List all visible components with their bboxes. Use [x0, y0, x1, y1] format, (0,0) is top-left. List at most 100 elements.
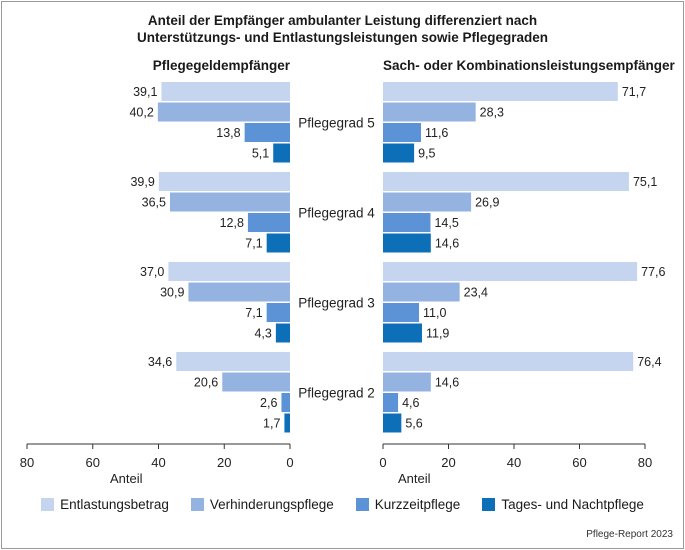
x-tick-label-right-60: 60 — [572, 455, 586, 470]
data-label-left-pflegegrad-2-tages-und-nachtpflege: 1,7 — [263, 417, 280, 431]
bar-left-pflegegrad-5-verhinderungspflege — [157, 102, 290, 122]
x-tick-label-right-20: 20 — [441, 455, 455, 470]
legend-item-kurzzeitpflege: Kurzzeitpflege — [355, 497, 461, 512]
data-label-left-pflegegrad-4-entlastungsbetrag: 39,9 — [130, 175, 154, 189]
bar-left-pflegegrad-4-verhinderungspflege — [170, 192, 290, 212]
bar-right-pflegegrad-4-tages-und-nachtpflege — [383, 233, 431, 253]
data-label-right-pflegegrad-2-tages-und-nachtpflege: 5,6 — [405, 417, 422, 431]
data-label-left-pflegegrad-3-entlastungsbetrag: 37,0 — [140, 265, 164, 279]
data-label-left-pflegegrad-3-kurzzeitpflege: 7,1 — [245, 306, 262, 320]
bar-right-pflegegrad-3-entlastungsbetrag — [383, 262, 638, 281]
data-label-left-pflegegrad-5-kurzzeitpflege: 13,8 — [216, 126, 240, 140]
legend-item-verhinderungspflege: Verhinderungspflege — [190, 497, 334, 512]
bar-left-pflegegrad-2-entlastungsbetrag — [176, 352, 290, 371]
data-label-left-pflegegrad-2-verhinderungspflege: 20,6 — [194, 376, 218, 390]
x-axis-title-left: Anteil — [110, 471, 143, 486]
data-label-right-pflegegrad-5-kurzzeitpflege: 11,6 — [425, 126, 448, 140]
bar-left-pflegegrad-2-kurzzeitpflege — [281, 393, 290, 412]
legend-label-kurzzeitpflege: Kurzzeitpflege — [374, 497, 461, 512]
legend-label-verhinderungspflege: Verhinderungspflege — [209, 497, 334, 512]
legend-swatch-tages-und-nachtpflege — [482, 498, 496, 511]
legend: Entlastungsbetrag Verhinderungspflege Ku… — [0, 497, 685, 512]
category-label-pflegegrad-3: Pflegegrad 3 — [298, 295, 375, 310]
bar-left-pflegegrad-5-tages-und-nachtpflege — [273, 143, 290, 163]
x-tick-label-right-80: 80 — [638, 455, 652, 470]
legend-swatch-kurzzeitpflege — [355, 498, 369, 511]
bar-left-pflegegrad-5-entlastungsbetrag — [161, 82, 290, 101]
data-label-right-pflegegrad-5-verhinderungspflege: 28,3 — [480, 106, 504, 120]
legend-label-tages-und-nachtpflege: Tages- und Nachtpflege — [501, 497, 644, 512]
left-panel-title: Pflegegeldempfänger — [152, 58, 290, 73]
x-tick-label-right-0: 0 — [379, 455, 386, 470]
data-label-left-pflegegrad-3-tages-und-nachtpflege: 4,3 — [254, 327, 271, 341]
data-label-right-pflegegrad-4-verhinderungspflege: 26,9 — [475, 196, 499, 210]
data-label-right-pflegegrad-2-kurzzeitpflege: 4,6 — [402, 396, 419, 410]
bar-right-pflegegrad-4-verhinderungspflege — [383, 192, 472, 212]
x-tick-label-left-0: 0 — [286, 455, 293, 470]
right-panel-title: Sach- oder Kombinationsleistungsempfänge… — [383, 58, 675, 73]
category-label-pflegegrad-4: Pflegegrad 4 — [298, 205, 375, 220]
x-tick-label-left-60: 60 — [86, 455, 100, 470]
data-label-right-pflegegrad-3-tages-und-nachtpflege: 11,9 — [426, 327, 449, 341]
data-label-left-pflegegrad-4-verhinderungspflege: 36,5 — [142, 196, 166, 210]
bar-right-pflegegrad-3-verhinderungspflege — [383, 282, 460, 302]
chart-title-line-2: Unterstützungs- und Entlastungsleistunge… — [136, 30, 549, 45]
legend-swatch-verhinderungspflege — [190, 498, 204, 511]
data-label-left-pflegegrad-3-verhinderungspflege: 30,9 — [160, 286, 184, 300]
source-note: Pflege-Report 2023 — [586, 529, 673, 540]
bar-left-pflegegrad-3-verhinderungspflege — [188, 282, 290, 302]
bar-left-pflegegrad-3-kurzzeitpflege — [266, 303, 290, 322]
category-label-pflegegrad-2: Pflegegrad 2 — [298, 385, 375, 400]
data-label-left-pflegegrad-2-entlastungsbetrag: 34,6 — [148, 355, 172, 369]
data-label-right-pflegegrad-4-tages-und-nachtpflege: 14,6 — [435, 237, 459, 251]
bar-right-pflegegrad-4-kurzzeitpflege — [383, 213, 431, 232]
category-label-pflegegrad-5: Pflegegrad 5 — [298, 115, 375, 130]
data-label-right-pflegegrad-3-kurzzeitpflege: 11,0 — [423, 306, 446, 320]
x-axis-title-right: Anteil — [398, 471, 431, 486]
bar-left-pflegegrad-3-tages-und-nachtpflege — [275, 323, 290, 343]
data-label-left-pflegegrad-5-entlastungsbetrag: 39,1 — [133, 85, 157, 99]
bar-right-pflegegrad-4-entlastungsbetrag — [383, 172, 629, 191]
x-tick-label-right-40: 40 — [507, 455, 521, 470]
data-label-left-pflegegrad-4-tages-und-nachtpflege: 7,1 — [245, 237, 262, 251]
data-label-left-pflegegrad-4-kurzzeitpflege: 12,8 — [220, 216, 244, 230]
bar-left-pflegegrad-4-entlastungsbetrag — [158, 172, 290, 191]
data-label-right-pflegegrad-2-entlastungsbetrag: 76,4 — [637, 355, 661, 369]
data-label-left-pflegegrad-2-kurzzeitpflege: 2,6 — [260, 396, 277, 410]
legend-item-entlastungsbetrag: Entlastungsbetrag — [41, 497, 169, 512]
x-tick-label-left-80: 80 — [20, 455, 34, 470]
bar-right-pflegegrad-2-entlastungsbetrag — [383, 352, 634, 371]
legend-item-tages-und-nachtpflege: Tages- und Nachtpflege — [482, 497, 644, 512]
bar-left-pflegegrad-4-tages-und-nachtpflege — [266, 233, 290, 253]
bar-left-pflegegrad-2-tages-und-nachtpflege — [284, 413, 290, 433]
data-label-right-pflegegrad-5-entlastungsbetrag: 71,7 — [622, 85, 646, 99]
legend-swatch-entlastungsbetrag — [41, 498, 55, 511]
bar-right-pflegegrad-5-entlastungsbetrag — [383, 82, 618, 101]
data-label-right-pflegegrad-2-verhinderungspflege: 14,6 — [435, 376, 459, 390]
legend-label-entlastungsbetrag: Entlastungsbetrag — [60, 497, 169, 512]
bar-right-pflegegrad-5-verhinderungspflege — [383, 102, 476, 122]
data-label-right-pflegegrad-3-verhinderungspflege: 23,4 — [464, 286, 488, 300]
bar-right-pflegegrad-2-kurzzeitpflege — [383, 393, 399, 412]
data-label-right-pflegegrad-3-entlastungsbetrag: 77,6 — [641, 265, 665, 279]
data-label-right-pflegegrad-4-kurzzeitpflege: 14,5 — [434, 216, 458, 230]
bar-left-pflegegrad-2-verhinderungspflege — [222, 372, 290, 392]
bar-left-pflegegrad-4-kurzzeitpflege — [247, 213, 290, 232]
data-label-left-pflegegrad-5-tages-und-nachtpflege: 5,1 — [252, 147, 269, 161]
chart-title: Anteil der Empfänger ambulanter Leistung… — [0, 12, 685, 46]
data-label-right-pflegegrad-5-tages-und-nachtpflege: 9,5 — [418, 147, 435, 161]
bar-right-pflegegrad-5-kurzzeitpflege — [383, 123, 421, 142]
bar-right-pflegegrad-3-tages-und-nachtpflege — [383, 323, 422, 343]
data-label-right-pflegegrad-4-entlastungsbetrag: 75,1 — [633, 175, 657, 189]
bar-right-pflegegrad-2-tages-und-nachtpflege — [383, 413, 402, 433]
data-label-left-pflegegrad-5-verhinderungspflege: 40,2 — [129, 106, 153, 120]
bar-right-pflegegrad-2-verhinderungspflege — [383, 372, 431, 392]
bar-right-pflegegrad-5-tages-und-nachtpflege — [383, 143, 415, 163]
chart-title-line-1: Anteil der Empfänger ambulanter Leistung… — [147, 13, 538, 28]
bar-right-pflegegrad-3-kurzzeitpflege — [383, 303, 420, 322]
x-tick-label-left-40: 40 — [151, 455, 165, 470]
bar-left-pflegegrad-5-kurzzeitpflege — [244, 123, 290, 142]
x-tick-label-left-20: 20 — [217, 455, 231, 470]
bar-left-pflegegrad-3-entlastungsbetrag — [168, 262, 290, 281]
